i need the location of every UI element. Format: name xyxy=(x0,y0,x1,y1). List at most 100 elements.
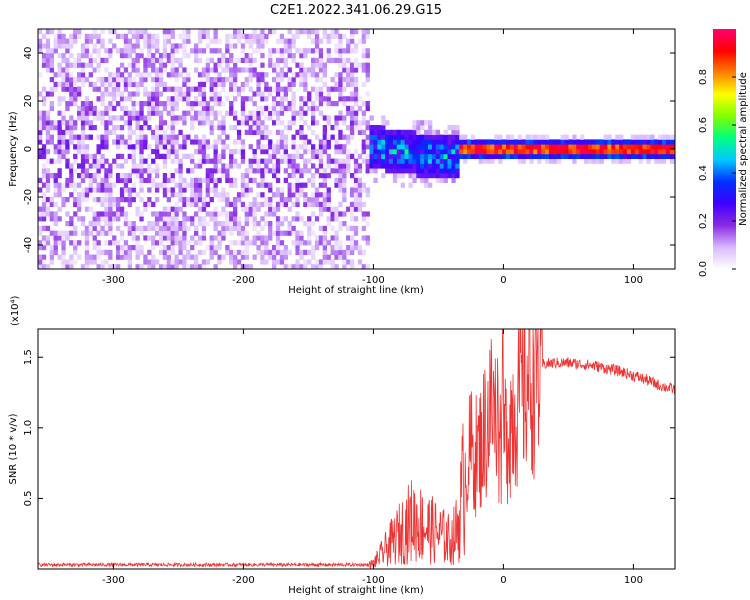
spectrogram-cell xyxy=(459,144,464,150)
spectrogram-cell xyxy=(119,125,125,131)
spectrogram-cell xyxy=(143,91,148,97)
spectrogram-cell xyxy=(240,139,246,145)
spectrogram-cell xyxy=(291,216,296,222)
spectrogram-cell xyxy=(205,101,210,107)
spectrogram-cell xyxy=(268,53,273,59)
spectrogram-cell xyxy=(45,264,51,269)
spectrogram-cell xyxy=(38,259,43,265)
spectrogram-cell xyxy=(533,144,538,150)
spectrogram-cell xyxy=(166,153,171,159)
spectrogram-cell xyxy=(38,139,43,145)
spectrogram-cell xyxy=(69,264,74,269)
spectrogram-cell xyxy=(41,33,47,39)
spectrogram-cell xyxy=(96,168,101,174)
spectrogram-cell xyxy=(108,48,113,54)
spectrogram-cell xyxy=(275,187,281,193)
spectrogram-cell xyxy=(108,77,113,83)
spectrogram-cell xyxy=(80,43,86,49)
spectrogram-cell xyxy=(84,43,90,49)
spectrogram-cell xyxy=(396,168,402,174)
spectrogram-cell xyxy=(201,105,207,111)
spectrogram-cell xyxy=(599,144,604,150)
spectrogram-cell xyxy=(295,211,300,217)
spectrogram-cell xyxy=(158,249,164,255)
spectrogram-cell xyxy=(221,115,226,121)
spectrogram-cell xyxy=(412,168,417,174)
spectrogram-cell xyxy=(170,249,175,255)
spectrogram-cell xyxy=(155,72,160,78)
spectrogram-cell xyxy=(69,77,74,83)
spectrogram-cell xyxy=(248,211,253,217)
spectrogram-cell xyxy=(303,192,308,198)
spectrogram-cell xyxy=(104,125,109,131)
spectrogram-cell xyxy=(178,173,183,179)
spectrogram-cell xyxy=(287,230,292,236)
spectrogram-cell xyxy=(291,230,296,236)
spectrogram-cell xyxy=(80,105,86,111)
spectrogram-cell xyxy=(385,120,390,126)
spectrogram-cell xyxy=(603,153,608,159)
spectrogram-cell xyxy=(264,182,269,188)
spectrogram-cell xyxy=(548,144,554,150)
spectrogram-cell xyxy=(84,168,90,174)
spectrogram-cell xyxy=(564,149,569,155)
spectrogram-cell xyxy=(221,225,226,231)
spectrogram-cell xyxy=(252,38,257,44)
spectrogram-cell xyxy=(338,211,343,217)
spectrogram-cell xyxy=(673,149,675,155)
spectrogram-cell xyxy=(451,129,456,135)
spectrogram-cell xyxy=(229,86,234,92)
spectrogram-cell xyxy=(104,105,109,111)
spectrogram-cell xyxy=(217,38,222,44)
spectrogram-cell xyxy=(350,38,355,44)
spectrogram-cell xyxy=(322,144,327,150)
spectrogram-cell xyxy=(65,139,70,145)
spectrogram-cell xyxy=(84,33,90,39)
spectrogram-cell xyxy=(166,245,171,251)
spectrogram-cell xyxy=(607,134,612,140)
spectrogram-cell xyxy=(61,254,66,260)
spectrogram-cell xyxy=(166,249,171,255)
spectrogram-cell xyxy=(221,129,226,135)
spectrogram-cell xyxy=(45,53,51,59)
spectrogram-cell xyxy=(346,139,351,145)
spectrogram-cell xyxy=(158,72,164,78)
spectrogram-cell xyxy=(240,101,246,107)
spectrogram-cell xyxy=(318,96,324,102)
spectrogram-cell xyxy=(408,158,413,164)
spectrogram-cell xyxy=(389,163,394,169)
spectrogram-cell xyxy=(139,245,144,251)
spectrogram-cell xyxy=(100,158,105,164)
spectrogram-cell xyxy=(225,48,230,54)
spectrogram-cell xyxy=(158,53,164,59)
spectrogram-cell xyxy=(174,77,179,83)
spectrogram-cell xyxy=(135,245,140,251)
spectrogram-cell xyxy=(77,163,82,169)
spectrogram-cell xyxy=(190,125,195,131)
spectrogram-cell xyxy=(77,91,82,97)
spectrogram-cell xyxy=(244,216,249,222)
spectrogram-cell xyxy=(127,91,132,97)
spectrogram-cell xyxy=(186,225,191,231)
spectrogram-cell xyxy=(279,101,285,107)
spectrogram-cell xyxy=(404,168,409,174)
spectrogram-cell xyxy=(147,53,152,59)
spectrogram-cell xyxy=(268,29,273,35)
spectrogram-cell xyxy=(65,149,70,155)
spectrogram-cell xyxy=(311,153,316,159)
snr-x-axis-label: Height of straight line (km) xyxy=(288,585,424,596)
spectrogram-cell xyxy=(650,149,655,155)
spectrogram-cell xyxy=(155,48,160,54)
spectrogram-cell xyxy=(88,81,93,87)
spectrogram-cell xyxy=(658,134,663,140)
spectrogram-cell xyxy=(275,91,281,97)
spectrogram-cell xyxy=(100,29,105,35)
spectrogram-cell xyxy=(112,96,117,102)
spectrogram-cell xyxy=(61,120,66,126)
spectrogram-cell xyxy=(314,120,320,126)
spectrogram-cell xyxy=(92,43,97,49)
spectrogram-cell xyxy=(162,230,168,236)
spectrogram-cell xyxy=(533,139,538,145)
spectrogram-cell xyxy=(225,144,230,150)
spectrogram-cell xyxy=(213,125,218,131)
